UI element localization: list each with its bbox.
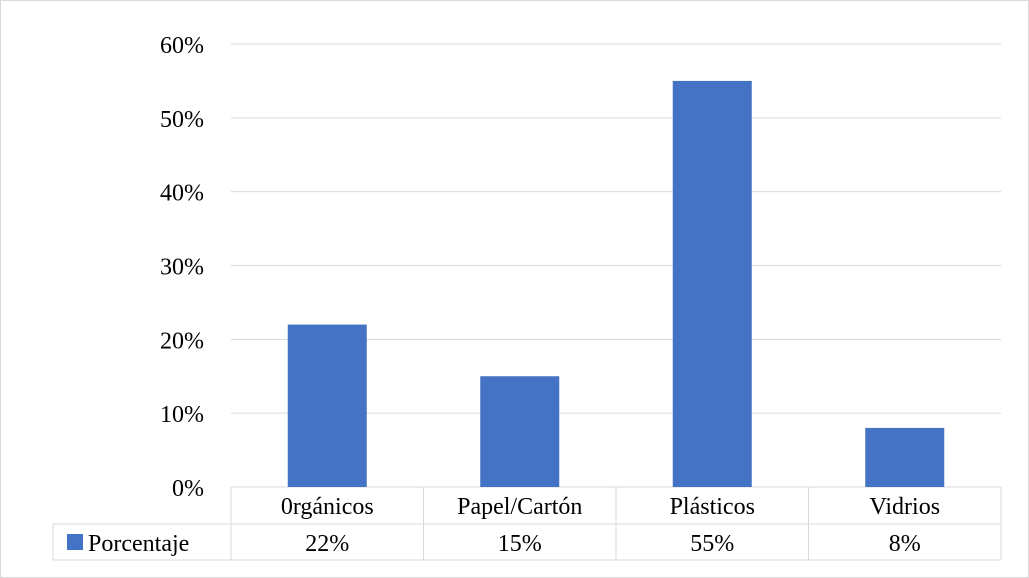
y-tick-label: 0% <box>172 476 204 502</box>
series-name-label: Porcentaje <box>88 531 189 557</box>
category-label: 0rgánicos <box>281 494 374 520</box>
legend-key <box>67 534 83 550</box>
bar <box>865 427 945 487</box>
y-tick-label: 40% <box>160 181 204 207</box>
data-table-value: 55% <box>690 531 734 557</box>
y-axis: 0% 10% 20% 30% 40% 50% 60% <box>160 33 204 502</box>
y-tick-label: 50% <box>160 107 204 133</box>
category-label: Vidrios <box>869 494 940 520</box>
bar <box>287 324 367 487</box>
y-tick-label: 60% <box>160 33 204 59</box>
data-table-value: 15% <box>498 531 542 557</box>
bars <box>287 80 945 488</box>
bar <box>480 376 560 487</box>
data-table-value: 8% <box>889 531 921 557</box>
y-tick-label: 30% <box>160 255 204 281</box>
category-label: Papel/Cartón <box>457 494 582 520</box>
y-tick-label: 20% <box>160 328 204 354</box>
category-label: Plásticos <box>670 494 755 520</box>
y-tick-label: 10% <box>160 402 204 428</box>
data-table-value: 22% <box>305 531 349 557</box>
data-table: 0rgánicos Papel/Cartón Plásticos Vidrios Por… <box>52 487 1002 561</box>
bar <box>672 80 752 488</box>
